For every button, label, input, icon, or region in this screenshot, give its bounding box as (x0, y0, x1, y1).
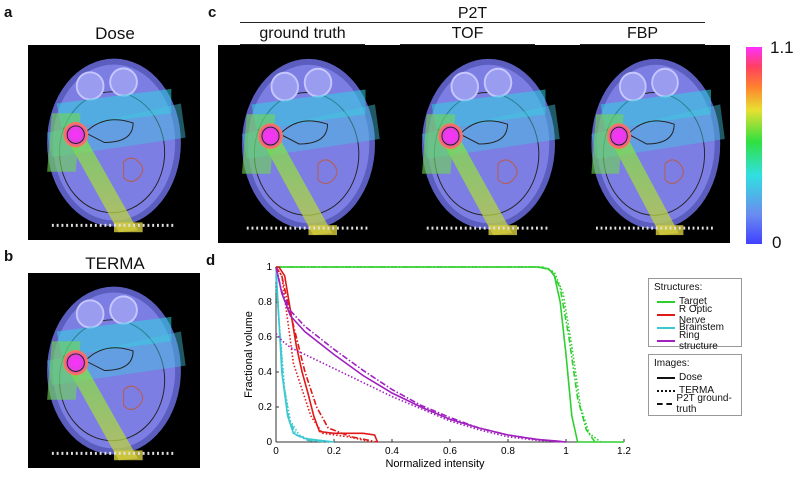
colorbar (746, 47, 762, 244)
legend-label-brainstem: Brainstem (679, 322, 725, 333)
images-legend: Images: Dose TERMA P2T ground-truth (648, 354, 742, 416)
legend-label-terma: TERMA (679, 385, 714, 396)
panel-c-group-title: P2T (457, 5, 488, 22)
y-tick-label: 0.2 (258, 402, 272, 413)
y-tick-label: 0.4 (258, 367, 272, 378)
p2t-tof-image (420, 57, 562, 237)
images-legend-title: Images: (654, 358, 690, 369)
legend-item-ring-structure: Ring structure (657, 330, 741, 352)
x-tick-label: 0.8 (501, 446, 515, 457)
legend-item-brainstem: Brainstem (657, 321, 741, 334)
column-underline-fbp (580, 44, 705, 45)
panel-d-letter: d (206, 252, 216, 269)
y-tick-label: 1 (266, 262, 272, 273)
legend-line-p2t-ground-truth (657, 402, 673, 405)
legend-item-dose: Dose (657, 371, 741, 384)
dvh-line-brainstem-p2t-ground-truth (275, 275, 329, 443)
legend-item-p2t-ground-truth: P2T ground-truth (657, 393, 741, 415)
legend-label-dose: Dose (679, 372, 703, 383)
legend-line-target (657, 300, 675, 303)
x-tick-label: 1.2 (617, 446, 631, 457)
legend-line-r-optic-nerve (657, 313, 675, 316)
dvh-line-r-optic-nerve-dose (276, 266, 379, 443)
y-tick-label: 0 (266, 437, 272, 448)
x-tick-label: 0.6 (443, 446, 457, 457)
legend-item-terma: TERMA (657, 384, 741, 397)
dvh-line-brainstem-terma (275, 284, 335, 443)
legend-line-brainstem (657, 326, 675, 329)
y-tick-label: 0.8 (258, 297, 272, 308)
dvh-line-target-dose (276, 266, 624, 443)
structures-legend-title: Structures: (654, 282, 703, 293)
colorbar-max-label: 1.1 (770, 38, 794, 57)
dvh-chart: 0 0.2 0.4 0.6 0.8 1 1.2 0 0.2 0.4 0.6 0.8 1 Normalize… (243, 262, 631, 470)
x-tick-label: 0 (273, 446, 279, 457)
dvh-line-r-optic-nerve-p2t-ground-truth (275, 266, 378, 443)
structures-legend: Structures: Target R Optic Nerve Brainst… (648, 278, 742, 352)
colorbar-min-label: 0 (772, 233, 782, 252)
dvh-line-ring-structure-p2t-ground-truth (275, 266, 561, 443)
y-axis-label: Fractional volume (243, 311, 255, 398)
panel-b-title: TERMA (85, 254, 145, 273)
legend-line-ring-structure (657, 339, 675, 342)
p2t-fbp-image (589, 57, 727, 237)
p2t-image-strip (218, 45, 730, 243)
dvh-line-target-p2t-ground-truth (276, 266, 596, 443)
panel-a-letter: a (4, 4, 13, 21)
legend-label-ring-structure: Ring structure (678, 329, 718, 352)
legend-label-target: Target (679, 296, 707, 307)
terma-image (28, 273, 200, 468)
panel-b-letter: b (4, 248, 14, 265)
x-tick-label: 0.4 (385, 446, 399, 457)
panel-a-title: Dose (95, 24, 135, 43)
legend-item-target: Target (657, 295, 741, 308)
column-title-fbp: FBP (626, 25, 659, 42)
dvh-line-r-optic-nerve-terma (275, 266, 372, 443)
legend-label-r-optic-nerve: R Optic Nerve (678, 303, 713, 326)
column-title-tof: TOF (451, 25, 484, 42)
legend-item-r-optic-nerve: R Optic Nerve (657, 304, 741, 326)
legend-line-terma (657, 389, 675, 392)
column-underline-ground-truth (240, 44, 365, 45)
panel-c-letter: c (208, 4, 217, 21)
dvh-line-ring-structure-terma (275, 332, 567, 443)
x-tick-label: 1 (563, 446, 569, 457)
dvh-line-ring-structure-dose (275, 266, 567, 443)
x-tick-label: 0.2 (327, 446, 341, 457)
column-title-ground-truth: ground truth (259, 25, 346, 42)
dose-image (28, 45, 200, 240)
p2t-ground-truth-image (240, 57, 382, 237)
legend-label-p2t-ground-truth: P2T ground-truth (676, 392, 732, 415)
y-tick-label: 0.6 (258, 332, 272, 343)
column-underline-tof (400, 44, 535, 45)
group-divider (240, 22, 705, 23)
x-axis-label: Normalized intensity (385, 458, 485, 470)
legend-line-dose (657, 376, 675, 379)
